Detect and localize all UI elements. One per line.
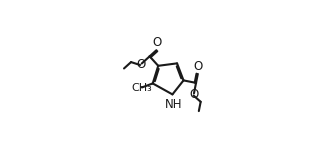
Text: O: O xyxy=(194,60,203,73)
Text: NH: NH xyxy=(165,98,183,111)
Text: O: O xyxy=(136,58,145,71)
Text: O: O xyxy=(189,88,198,101)
Text: CH₃: CH₃ xyxy=(131,83,152,93)
Text: O: O xyxy=(153,36,162,49)
